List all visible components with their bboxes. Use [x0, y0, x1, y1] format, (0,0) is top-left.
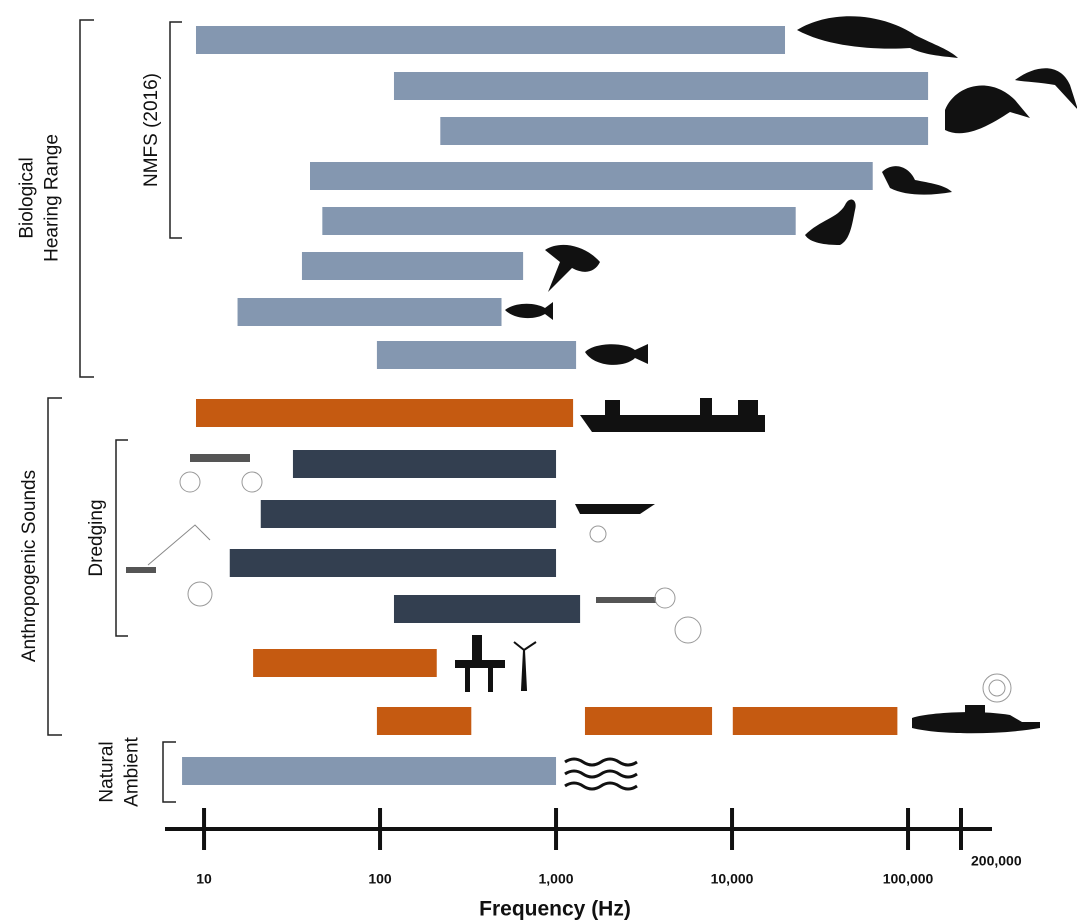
- group-label: Natural: [97, 741, 118, 802]
- bar: [253, 649, 437, 677]
- bar: [394, 72, 928, 100]
- bar: [440, 117, 928, 145]
- bar: [196, 26, 785, 54]
- group-label: Ambient: [122, 736, 143, 806]
- bracket: [80, 20, 94, 377]
- x-tick-label: 10: [196, 871, 212, 887]
- bar: [196, 399, 573, 427]
- bar: [377, 707, 471, 735]
- bar: [310, 162, 873, 190]
- x-tick-label: 100,000: [883, 871, 934, 887]
- bracket: [48, 398, 62, 735]
- x-tick-label: 200,000: [971, 853, 1022, 869]
- bar: [377, 341, 576, 369]
- chart: Frequency (Hz) 10 100 1,000 10,000 100,000 20…: [0, 0, 1077, 924]
- bar: [230, 549, 556, 577]
- bar: [733, 707, 898, 735]
- x-axis-title: Frequency (Hz): [479, 898, 631, 921]
- bracket: [116, 440, 128, 636]
- bar: [293, 450, 556, 478]
- bracket: [163, 742, 176, 802]
- group-label: Dredging: [86, 499, 107, 576]
- x-tick-label: 100: [368, 871, 392, 887]
- x-tick-label: 10,000: [711, 871, 754, 887]
- bar: [585, 707, 712, 735]
- bar: [322, 207, 795, 235]
- bar: [394, 595, 580, 623]
- bar: [302, 252, 523, 280]
- group-label: Hearing Range: [42, 134, 63, 262]
- group-label: Biological: [17, 157, 38, 238]
- group-label: NMFS (2016): [141, 73, 162, 187]
- bar: [238, 298, 502, 326]
- bar: [261, 500, 556, 528]
- bar: [182, 757, 556, 785]
- bracket: [170, 22, 182, 238]
- group-label: Anthropogenic Sounds: [19, 470, 40, 662]
- x-tick-label: 1,000: [539, 871, 574, 887]
